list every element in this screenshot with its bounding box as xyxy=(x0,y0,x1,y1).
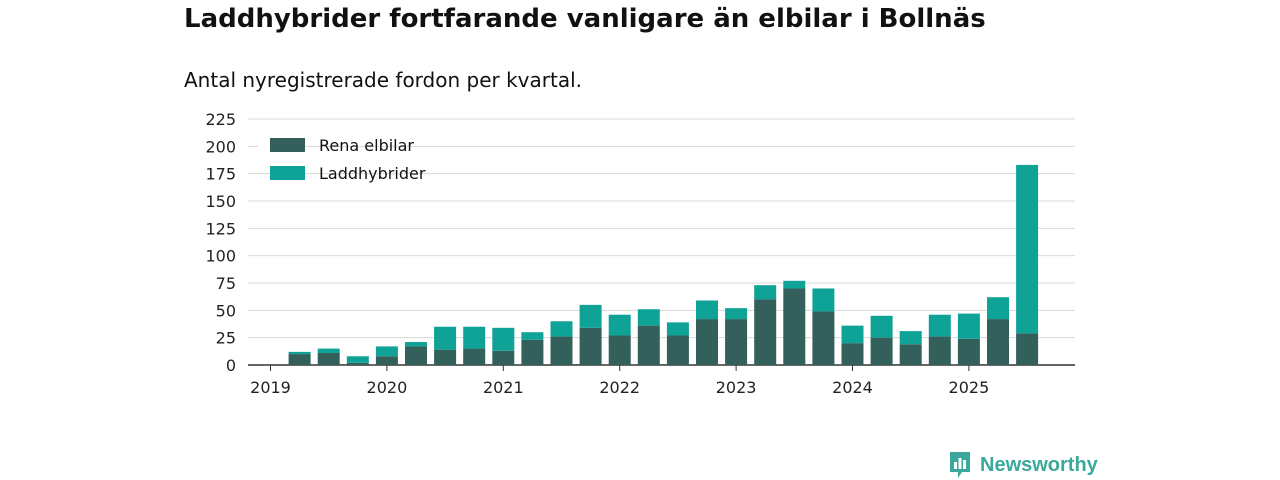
chart-title: Laddhybrider fortfarande vanligare än el… xyxy=(184,4,986,34)
gridlines xyxy=(248,118,1075,366)
bar-laddhybrider-2021-q3 xyxy=(550,321,573,337)
x-tick-label-2024: 2024 xyxy=(832,378,873,397)
bars xyxy=(288,164,1039,365)
x-tick-label-2025: 2025 xyxy=(949,378,990,397)
bar-laddhybrider-2025-q1 xyxy=(957,313,980,339)
bar-laddhybrider-2022-q4 xyxy=(696,300,718,320)
bar-laddhybrider-2022-q2 xyxy=(637,309,660,326)
y-tick-label-75: 75 xyxy=(216,274,236,293)
bar-rena-elbilar-2025-q2 xyxy=(987,319,1009,365)
bar-laddhybrider-2020-q1 xyxy=(375,346,398,357)
bar-laddhybrider-2025-q3 xyxy=(1016,164,1039,334)
legend-label-rena-elbilar: Rena elbilar xyxy=(319,136,414,155)
bar-rena-elbilar-2024-q3 xyxy=(899,344,922,365)
y-tick-label-0: 0 xyxy=(226,356,236,375)
bar-rena-elbilar-2020-q3 xyxy=(434,349,457,365)
bar-rena-elbilar-2021-q1 xyxy=(492,350,515,365)
y-tick-label-125: 125 xyxy=(205,219,236,238)
bar-laddhybrider-2021-q1 xyxy=(492,327,515,351)
bar-rena-elbilar-2025-q3 xyxy=(1016,333,1039,365)
bar-laddhybrider-2021-q2 xyxy=(521,332,544,340)
x-tick-label-2019: 2019 xyxy=(250,378,291,397)
bar-laddhybrider-2019-q4 xyxy=(346,356,369,363)
bar-rena-elbilar-2019-q3 xyxy=(317,352,340,365)
bar-rena-elbilar-2022-q3 xyxy=(666,335,689,365)
y-tick-label-25: 25 xyxy=(216,329,236,348)
bar-laddhybrider-2024-q2 xyxy=(870,315,893,338)
bar-rena-elbilar-2019-q2 xyxy=(288,354,311,365)
newsworthy-logo: Newsworthy xyxy=(948,450,1098,480)
bar-laddhybrider-2020-q4 xyxy=(463,326,486,349)
x-tick-label-2021: 2021 xyxy=(483,378,524,397)
bar-laddhybrider-2023-q3 xyxy=(783,280,806,289)
bar-rena-elbilar-2020-q2 xyxy=(405,346,427,365)
bar-rena-elbilar-2023-q3 xyxy=(783,288,806,365)
bar-laddhybrider-2024-q1 xyxy=(841,325,864,344)
bar-rena-elbilar-2021-q3 xyxy=(550,336,573,365)
y-tick-label-150: 150 xyxy=(205,192,236,211)
bar-laddhybrider-2024-q3 xyxy=(899,331,922,345)
bar-rena-elbilar-2024-q2 xyxy=(870,337,893,365)
bar-rena-elbilar-2023-q4 xyxy=(812,311,835,365)
bar-laddhybrider-2023-q1 xyxy=(725,308,748,320)
bar-rena-elbilar-2022-q2 xyxy=(637,325,660,365)
bar-laddhybrider-2020-q2 xyxy=(405,342,427,347)
bar-laddhybrider-2022-q3 xyxy=(666,322,689,336)
brand-name: Newsworthy xyxy=(980,453,1098,476)
y-tick-label-100: 100 xyxy=(205,247,236,266)
legend: Rena elbilar Laddhybrider xyxy=(258,134,426,183)
chart-subtitle: Antal nyregistrerade fordon per kvartal. xyxy=(184,68,583,92)
bar-laddhybrider-2025-q2 xyxy=(987,297,1009,320)
legend-swatch-laddhybrider-color xyxy=(270,166,305,180)
x-tick-label-2023: 2023 xyxy=(716,378,757,397)
bar-rena-elbilar-2022-q1 xyxy=(608,335,631,365)
bar-rena-elbilar-2024-q4 xyxy=(928,336,951,365)
y-tick-label-225: 225 xyxy=(205,110,236,129)
bar-laddhybrider-2024-q4 xyxy=(928,314,951,337)
y-tick-label-175: 175 xyxy=(205,165,236,184)
bar-rena-elbilar-2021-q4 xyxy=(579,327,602,365)
y-tick-label-200: 200 xyxy=(205,137,236,156)
bar-rena-elbilar-2022-q4 xyxy=(696,319,718,365)
bar-laddhybrider-2023-q4 xyxy=(812,288,835,312)
bar-rena-elbilar-2024-q1 xyxy=(841,343,864,365)
y-axis-ticks: 0 25 50 75 100 125 150 175 200 225 xyxy=(205,110,236,375)
bar-laddhybrider-2021-q4 xyxy=(579,304,602,328)
newsworthy-bar-icon xyxy=(950,452,970,478)
legend-swatch-rena-elbilar-color xyxy=(270,138,305,152)
bar-rena-elbilar-2023-q2 xyxy=(754,299,777,365)
bar-rena-elbilar-2020-q4 xyxy=(463,348,486,365)
bar-laddhybrider-2023-q2 xyxy=(754,285,777,300)
bar-laddhybrider-2020-q3 xyxy=(434,326,457,350)
legend-label-laddhybrider: Laddhybrider xyxy=(319,164,426,183)
bar-laddhybrider-2019-q3 xyxy=(317,348,340,353)
bar-rena-elbilar-2025-q1 xyxy=(957,338,980,365)
bar-rena-elbilar-2021-q2 xyxy=(521,339,544,365)
x-tick-label-2020: 2020 xyxy=(367,378,408,397)
y-tick-label-50: 50 xyxy=(216,301,236,320)
x-axis: 2019 2020 2021 2022 2023 2024 2025 xyxy=(250,365,989,397)
x-tick-label-2022: 2022 xyxy=(599,378,640,397)
bar-laddhybrider-2022-q1 xyxy=(608,314,631,336)
bar-rena-elbilar-2020-q1 xyxy=(375,356,398,365)
bar-laddhybrider-2019-q2 xyxy=(288,351,311,355)
bar-rena-elbilar-2023-q1 xyxy=(725,319,748,365)
bar-rena-elbilar-2019-q4 xyxy=(346,362,369,365)
